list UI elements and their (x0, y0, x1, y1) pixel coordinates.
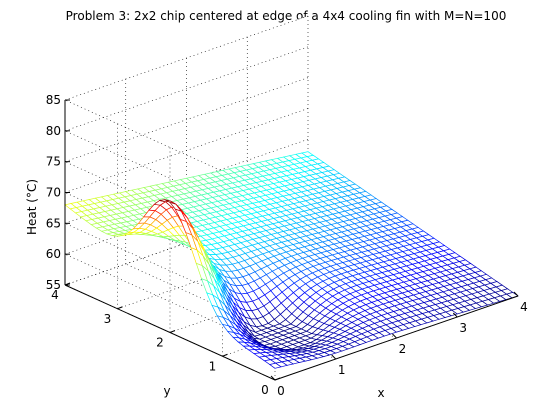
x-tick-label: 0 (277, 384, 285, 398)
x-tick-mark (331, 354, 337, 360)
y-axis-label: y (163, 384, 170, 398)
x-tick-label: 2 (399, 342, 407, 356)
y-tick-label: 0 (261, 383, 269, 397)
z-tick-label: 65 (46, 216, 61, 230)
grid-line-z (64, 161, 276, 257)
grid-line-z (64, 130, 276, 227)
chart-title: Problem 3: 2x2 chip centered at edge of … (66, 9, 507, 23)
y-tick-label: 3 (104, 312, 112, 326)
y-tick-label: 1 (209, 359, 217, 373)
grid-line-z (64, 223, 276, 319)
x-tick-mark (513, 291, 519, 297)
grid-line-x (125, 263, 336, 360)
y-tick-mark (222, 353, 228, 357)
y-tick-mark (117, 306, 123, 310)
grid-line-z (64, 253, 276, 350)
x-tick-mark (270, 375, 276, 381)
z-tick-label: 70 (46, 186, 61, 200)
x-tick-mark (452, 312, 458, 318)
grid-line-z (64, 99, 276, 196)
z-axis-ticks: 55 60 65 70 75 80 85 (46, 93, 61, 292)
z-tick-label: 80 (46, 124, 61, 138)
x-tick-mark (392, 333, 397, 339)
y-tick-mark (169, 330, 176, 333)
z-tick-label: 85 (46, 93, 61, 107)
z-tick-label: 60 (46, 247, 61, 261)
y-axis-ticks: 0 1 2 3 4 (51, 288, 269, 397)
z-tick-label: 55 (46, 278, 61, 292)
z-axis-label: Heat (°C) (25, 179, 39, 235)
surface-mesh (64, 151, 519, 369)
grid-line-z (64, 77, 309, 162)
x-tick-label: 3 (459, 321, 467, 335)
z-tick-label: 75 (46, 155, 61, 169)
axis-lines (64, 99, 519, 381)
x-tick-label: 4 (520, 300, 528, 314)
x-tick-label: 1 (338, 363, 346, 377)
y-tick-mark (64, 282, 71, 286)
x-axis-ticks: 0 1 2 3 4 (277, 300, 528, 398)
y-tick-label: 2 (156, 336, 164, 350)
y-tick-mark (274, 377, 281, 381)
y-tick-label: 4 (51, 288, 59, 302)
grid-line-z (64, 46, 309, 132)
x-axis-label: x (377, 386, 384, 400)
